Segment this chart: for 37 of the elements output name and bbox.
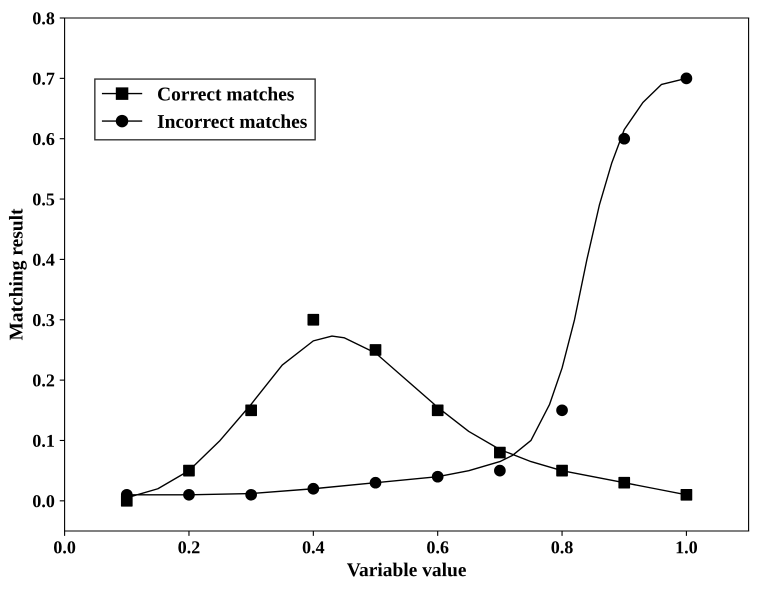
y-tick-label: 0.6: [32, 132, 54, 146]
point: [680, 72, 692, 84]
x-tick-label: 1.0: [676, 541, 698, 554]
legend-label: Correct matches: [158, 86, 294, 101]
point: [183, 464, 195, 476]
y-axis-title: Matching result: [8, 208, 27, 340]
point: [680, 488, 692, 501]
y-tick-label: 0.5: [32, 193, 54, 206]
point: [556, 464, 568, 476]
y-tick-label: 0.3: [32, 314, 54, 326]
y-tick-label: 0.4: [32, 254, 55, 266]
point: [494, 464, 506, 476]
point: [556, 404, 568, 416]
x-tick-label: 0.0: [54, 541, 76, 554]
point: [370, 476, 382, 489]
legend-label: Incorrect matches: [158, 114, 307, 128]
point: [307, 314, 320, 326]
y-tick-label: 0.7: [32, 72, 54, 85]
y-tick-label: 0.2: [32, 374, 54, 387]
x-tick-label: 0.4: [302, 541, 324, 554]
point: [494, 446, 506, 458]
x-tick-label: 0.8: [551, 541, 573, 554]
point: [618, 476, 630, 489]
point: [432, 470, 444, 483]
point: [307, 482, 320, 495]
point: [183, 488, 195, 501]
point: [245, 404, 257, 416]
y-tick-label: 0.1: [32, 434, 54, 447]
y-tick-label: 0.0: [32, 495, 54, 508]
x-tick-label: 0.6: [427, 541, 448, 554]
point: [432, 404, 444, 416]
point: [245, 488, 257, 501]
x-tick-label: 0.2: [178, 541, 200, 554]
point: [370, 344, 382, 356]
point: [618, 132, 630, 145]
x-axis-title: Variable value: [346, 562, 466, 576]
y-tick-label: 0.8: [32, 12, 54, 25]
